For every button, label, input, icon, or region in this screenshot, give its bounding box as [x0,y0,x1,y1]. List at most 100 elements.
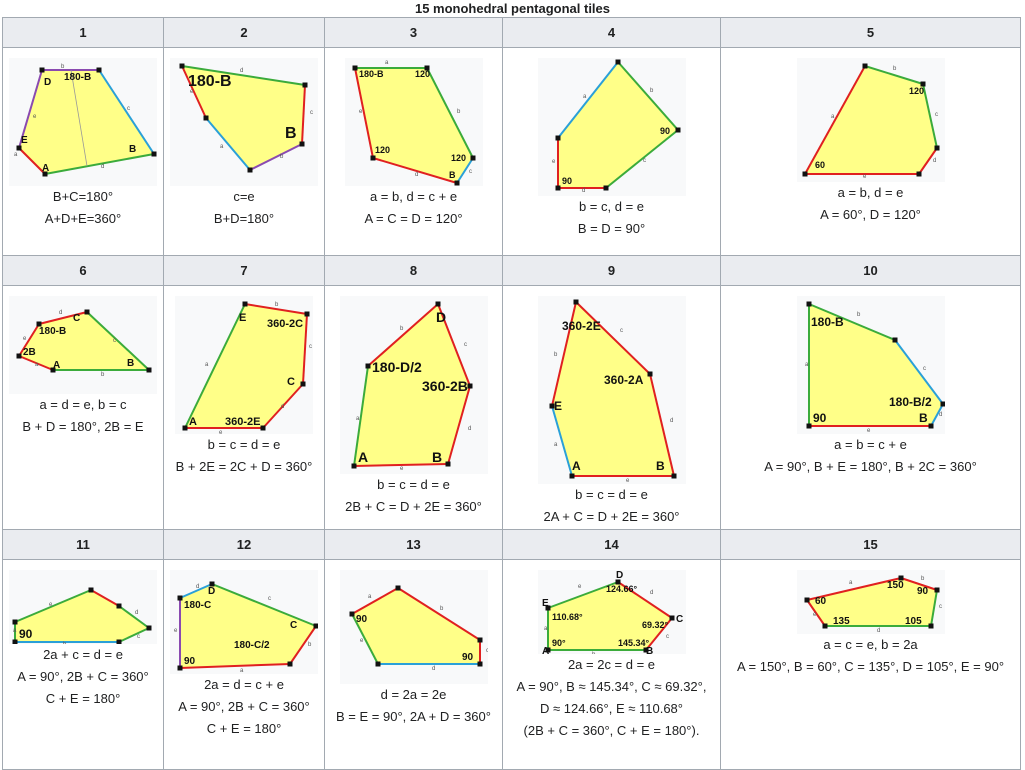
pentagon-tile-figure: a b c d e 150 90 60 135 105 [796,570,945,634]
condition-line: A = C = D = 120° [364,211,463,226]
tile-conditions: b = c = d = e 2A + C = D + 2E = 360° [503,484,720,528]
tile-edge [425,67,474,159]
side-label: b [308,642,312,648]
angle-label: 180-B/2 [889,395,932,409]
vertex-marker [643,647,648,653]
vertex-marker [260,425,266,431]
tile-cell: a b c d e 120 60 a = b, d = e A = 60°, D = 120° [720,47,1021,256]
side-label: b [921,576,925,582]
condition-line: b = c = d = e [575,487,648,502]
side-label: e [359,109,363,115]
side-label: d [101,164,104,170]
vertex-marker [375,661,380,667]
tile-edge [556,61,619,139]
side-label: e [49,602,53,608]
vertex-marker [445,461,450,467]
tile-conditions: 2a = d = c + e A = 90°, 2B + C = 360° C + … [164,674,324,740]
tile-edge [574,301,651,375]
vertex-marker [304,311,310,317]
tile-edge [181,65,207,119]
condition-line: A = 90°, B + E = 180°, B + 2C = 360° [764,459,977,474]
angle-label: 69.32° [642,620,669,630]
side-label: a [385,60,389,66]
vertex-marker [96,67,102,73]
tile-edge [648,373,675,477]
vertex-marker [647,371,652,377]
condition-line: A+D+E=360° [44,211,122,226]
tile-edge [372,157,457,184]
vertex-marker [300,381,306,387]
angle-label: 180-B [188,73,232,90]
angle-label: 110.68° [552,612,583,622]
tile-edge [644,617,673,651]
angle-label: 90 [813,411,827,425]
header-cell: 3 [324,17,503,48]
tile-edge [805,599,826,627]
tile-edge [211,583,317,627]
tile-figure-slot: a b c d e 120 60 a = b, d = e A = 60°, D = 120° [721,58,1020,222]
vertex-marker [940,401,945,407]
angle-label: A [572,459,581,473]
tile-conditions: a = b, d = e A = 60°, D = 120° [721,182,1020,226]
angle-label: 135 [833,616,850,627]
tile-edge [366,303,439,367]
tile-edge [14,589,92,623]
side-label: e [23,336,27,342]
tile-conditions: a = c = e, b = 2a A = 150°, B = 60°, C = … [721,634,1020,678]
tile-edge [205,117,251,171]
vertex-marker [16,353,22,359]
vertex-marker [804,597,809,603]
vertex-marker [806,301,811,307]
tile-conditions: c=e B+D=180° [164,186,324,230]
condition-line: (2B + C = 360°, C + E = 180°). [523,723,700,738]
angle-label: D [44,77,51,88]
tile-conditions: B+C=180° A+D+E=360° [3,186,163,230]
vertex-marker [862,63,867,69]
vertex-marker [934,145,939,151]
vertex-marker [146,625,152,631]
vertex-marker [928,423,933,429]
header-cell: 2 [163,17,325,48]
vertex-marker [555,135,560,141]
angle-label: 120 [451,153,466,163]
construction-line [70,69,88,167]
vertex-marker [573,299,578,305]
angle-label: 90 [562,176,572,186]
vertex-marker [16,145,22,151]
tile-edge [98,69,155,155]
tile-shape [806,578,937,626]
side-label: a [831,114,835,120]
vertex-marker [435,301,440,307]
side-label: d [468,426,471,432]
condition-line: B = D = 90° [577,221,646,236]
tile-edge [436,303,471,387]
tile-edge [547,581,618,609]
vertex-marker [116,603,122,609]
angle-label: A [42,163,49,174]
side-label: e [219,430,223,434]
pentagon-tile-figure: a b c d e 180-B C 2B A B [9,296,157,394]
angle-label: 90 [19,627,33,641]
angle-label: A [189,416,197,428]
angle-label: C [73,313,80,324]
side-label: b [101,372,105,378]
header-cell: 14 [502,529,721,560]
side-label: b [650,88,654,94]
angle-label: B [656,459,665,473]
vertex-marker [50,367,56,373]
condition-line: c=e [233,189,255,204]
side-label: d [240,68,243,74]
tile-edge [90,589,120,607]
vertex-marker [669,615,674,621]
vertex-marker [555,185,560,191]
angle-label: B [449,170,456,180]
side-label: a [368,594,372,600]
tile-edge [301,84,306,145]
vertex-marker [209,581,215,587]
side-label: e [190,89,194,95]
vertex-marker [203,115,209,121]
condition-line: B + 2E = 2C + D = 360° [175,459,313,474]
angle-label: 120 [415,69,430,79]
vertex-marker [302,82,308,88]
